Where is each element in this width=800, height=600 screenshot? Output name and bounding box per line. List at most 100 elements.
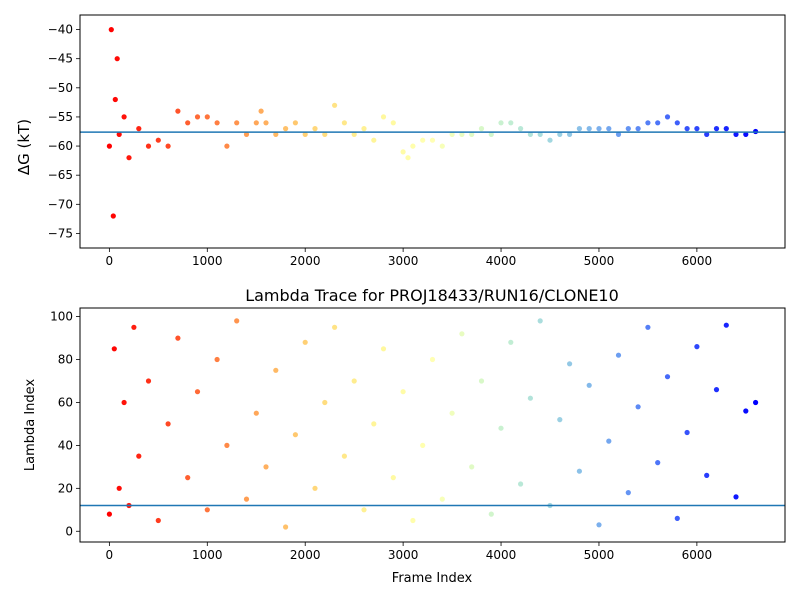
lambda-trace-point — [371, 421, 377, 427]
delta-g-x-tick-label: 3000 — [388, 254, 419, 268]
delta-g-point — [390, 120, 396, 126]
lambda-trace-point — [341, 453, 347, 459]
lambda-trace-title: Lambda Trace for PROJ18433/RUN16/CLONE10 — [245, 286, 619, 305]
lambda-trace-point — [263, 464, 269, 470]
delta-g-x-tick-label: 2000 — [290, 254, 321, 268]
lambda-trace-point — [645, 324, 651, 330]
delta-g-point — [723, 126, 729, 132]
delta-g-point — [234, 120, 240, 126]
lambda-trace-point — [214, 356, 220, 363]
lambda-trace-point — [753, 399, 759, 406]
lambda-trace-point — [380, 346, 387, 352]
lambda-trace-y-label: Lambda Index — [23, 379, 38, 472]
delta-g-point — [106, 143, 112, 149]
lambda-trace-point — [557, 417, 563, 423]
lambda-trace-point — [121, 399, 127, 406]
delta-g-point — [469, 131, 475, 137]
lambda-trace-point — [155, 517, 161, 524]
lambda-trace-point — [175, 335, 181, 341]
delta-g-point — [283, 126, 289, 132]
lambda-trace-point — [655, 460, 661, 466]
delta-g-point — [615, 131, 622, 137]
lambda-trace-point — [625, 490, 631, 496]
lambda-trace-point — [131, 324, 137, 330]
lambda-trace-axes-frame — [79, 307, 786, 543]
delta-g-y-tick-label: −70 — [48, 197, 73, 211]
delta-g-point — [312, 126, 318, 132]
delta-g-point — [116, 131, 122, 137]
delta-g-point — [258, 108, 264, 114]
delta-g-point — [126, 155, 132, 161]
delta-g-point — [351, 131, 357, 137]
delta-g-point — [557, 131, 563, 137]
lambda-trace-x-tick-label: 1000 — [192, 548, 223, 562]
delta-g-point — [380, 114, 387, 120]
delta-g-point — [743, 131, 749, 137]
delta-g-point — [635, 126, 641, 132]
delta-g-y-tick-label: −65 — [48, 168, 73, 182]
lambda-trace-y-tick-label: 100 — [50, 310, 73, 324]
delta-g-point — [439, 143, 445, 149]
lambda-trace-point — [449, 410, 455, 416]
delta-g-point — [498, 120, 504, 126]
delta-g-point — [155, 137, 161, 143]
delta-g-point — [108, 27, 114, 33]
delta-g-point — [684, 126, 690, 132]
lambda-trace-point — [253, 410, 259, 416]
lambda-trace-x-tick-label: 5000 — [584, 548, 615, 562]
delta-g-point — [165, 143, 171, 149]
delta-g-point — [645, 120, 651, 126]
lambda-trace-point — [664, 374, 671, 380]
delta-g-point — [136, 126, 142, 132]
delta-g-point — [185, 120, 191, 126]
lambda-trace-point — [713, 387, 720, 393]
lambda-trace-point — [283, 524, 289, 530]
lambda-trace-x-tick-label: 4000 — [486, 548, 517, 562]
delta-g-point — [704, 131, 710, 137]
lambda-trace-point — [400, 389, 406, 395]
lambda-trace-y-tick-label: 0 — [65, 524, 73, 538]
delta-g-points — [106, 27, 759, 219]
lambda-trace-point — [439, 496, 445, 502]
delta-g-point — [361, 126, 367, 132]
lambda-trace-point — [498, 425, 504, 431]
lambda-trace-point — [111, 346, 117, 352]
delta-g-point — [625, 126, 631, 132]
chart-lambda-trace: Lambda Trace for PROJ18433/RUN16/CLONE10… — [23, 286, 786, 586]
delta-g-point — [518, 126, 524, 132]
lambda-trace-point — [322, 399, 328, 406]
delta-g-point — [596, 126, 602, 132]
delta-g-axes-frame — [79, 14, 786, 249]
delta-g-point — [537, 131, 543, 137]
lambda-trace-point — [136, 453, 142, 459]
delta-g-y-tick-label: −55 — [48, 110, 73, 124]
lambda-trace-point — [292, 432, 298, 438]
delta-g-x-tick-label: 5000 — [584, 254, 615, 268]
delta-g-y-label: ΔG (kT) — [15, 119, 33, 175]
lambda-trace-point — [694, 344, 700, 350]
lambda-trace-point — [185, 475, 191, 481]
delta-g-point — [655, 120, 661, 126]
delta-g-point — [400, 149, 406, 155]
delta-g-point — [459, 131, 465, 137]
lambda-trace-point — [459, 331, 465, 337]
delta-g-point — [576, 126, 583, 132]
delta-g-point — [420, 137, 426, 143]
lambda-trace-x-label: Frame Index — [392, 571, 473, 586]
delta-g-point — [371, 137, 377, 143]
delta-g-point — [547, 137, 553, 143]
delta-g-point — [194, 114, 201, 120]
lambda-trace-point — [596, 522, 602, 528]
delta-g-point — [112, 96, 118, 103]
delta-g-x-ticks: 0 1000 2000 3000 4000 5000 6000 — [106, 248, 712, 268]
delta-g-point — [488, 131, 494, 137]
delta-g-y-tick-label: −45 — [48, 52, 73, 66]
lambda-trace-point — [429, 356, 436, 363]
lambda-trace-point — [224, 442, 230, 448]
lambda-trace-point — [145, 378, 152, 384]
delta-g-point — [405, 155, 411, 161]
lambda-trace-y-tick-label: 20 — [58, 481, 73, 495]
lambda-trace-point — [488, 511, 494, 517]
delta-g-point — [214, 120, 220, 126]
